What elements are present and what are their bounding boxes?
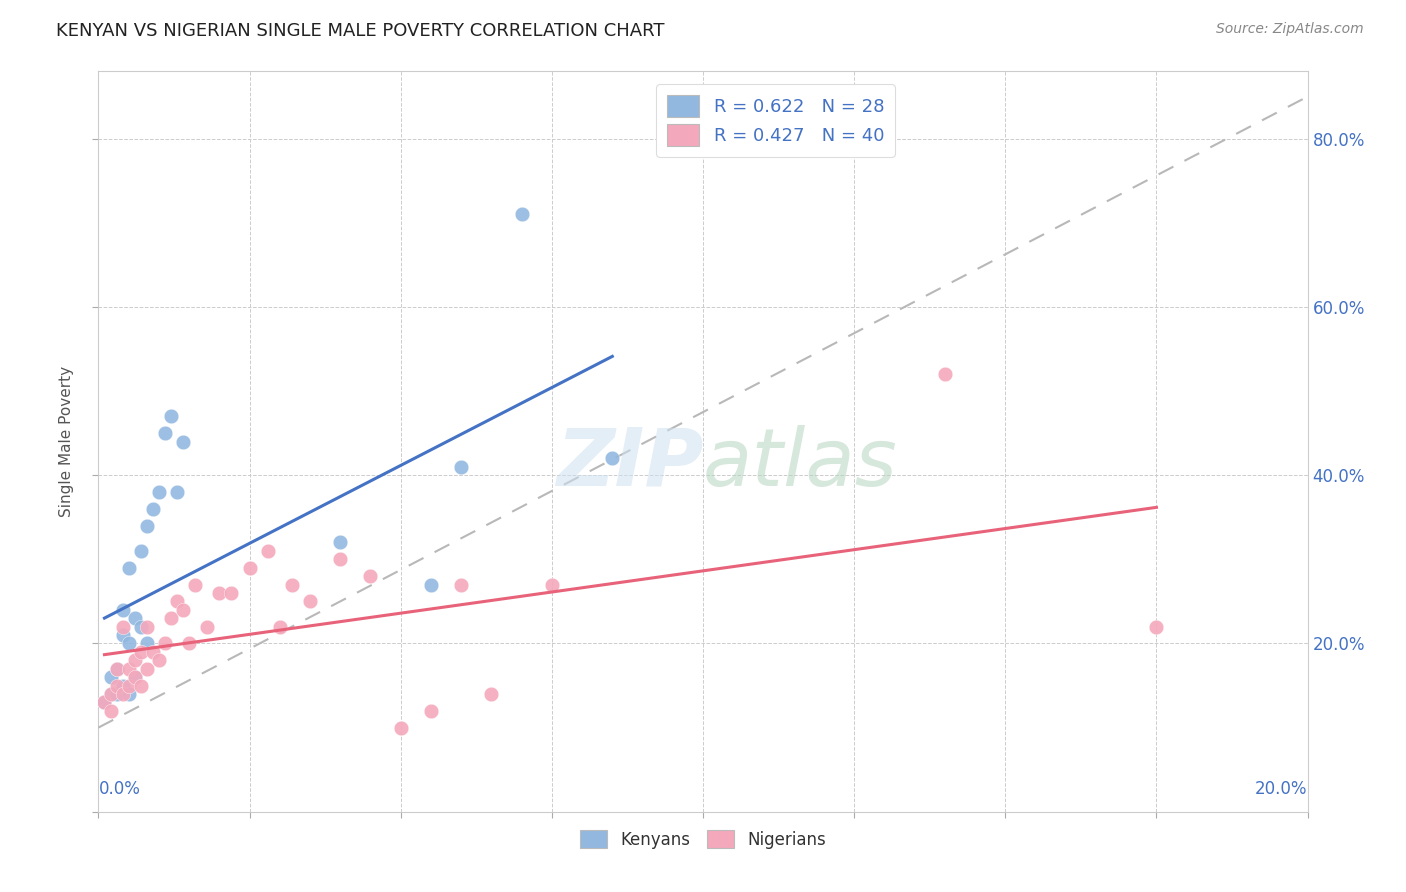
Point bbox=[281, 577, 304, 591]
Point bbox=[160, 409, 183, 424]
Point bbox=[111, 628, 134, 642]
Point bbox=[142, 501, 165, 516]
Point bbox=[195, 619, 218, 633]
Point bbox=[135, 662, 157, 676]
Point bbox=[148, 485, 170, 500]
Point bbox=[510, 207, 533, 221]
Point bbox=[256, 544, 278, 558]
Point bbox=[269, 619, 291, 633]
Point bbox=[160, 611, 183, 625]
Point bbox=[118, 560, 141, 574]
Point bbox=[166, 594, 188, 608]
Point bbox=[118, 687, 141, 701]
Point bbox=[129, 679, 152, 693]
Point bbox=[118, 636, 141, 650]
Point bbox=[105, 687, 128, 701]
Point bbox=[299, 594, 322, 608]
Point bbox=[118, 679, 141, 693]
Point bbox=[129, 645, 152, 659]
Point bbox=[540, 577, 562, 591]
Point bbox=[124, 670, 146, 684]
Point bbox=[1144, 619, 1167, 633]
Point bbox=[148, 653, 170, 667]
Point bbox=[221, 586, 243, 600]
Point bbox=[450, 577, 472, 591]
Point bbox=[208, 586, 231, 600]
Point bbox=[184, 577, 207, 591]
Point bbox=[111, 619, 134, 633]
Text: Source: ZipAtlas.com: Source: ZipAtlas.com bbox=[1216, 22, 1364, 37]
Point bbox=[93, 695, 115, 709]
Point bbox=[329, 552, 352, 566]
Point bbox=[111, 603, 134, 617]
Point bbox=[129, 544, 152, 558]
Point bbox=[135, 636, 157, 650]
Point bbox=[420, 704, 443, 718]
Point bbox=[934, 368, 956, 382]
Point bbox=[135, 518, 157, 533]
Point bbox=[153, 636, 176, 650]
Point bbox=[172, 603, 194, 617]
Point bbox=[179, 636, 201, 650]
Point bbox=[239, 560, 262, 574]
Point bbox=[142, 645, 165, 659]
Point bbox=[420, 577, 443, 591]
Point bbox=[172, 434, 194, 449]
Text: ZIP: ZIP bbox=[555, 425, 703, 503]
Point bbox=[153, 426, 176, 441]
Point bbox=[100, 704, 122, 718]
Point bbox=[124, 670, 146, 684]
Point bbox=[100, 687, 122, 701]
Point bbox=[118, 662, 141, 676]
Y-axis label: Single Male Poverty: Single Male Poverty bbox=[59, 366, 75, 517]
Point bbox=[105, 662, 128, 676]
Point bbox=[450, 459, 472, 474]
Point bbox=[329, 535, 352, 549]
Text: KENYAN VS NIGERIAN SINGLE MALE POVERTY CORRELATION CHART: KENYAN VS NIGERIAN SINGLE MALE POVERTY C… bbox=[56, 22, 665, 40]
Point bbox=[111, 679, 134, 693]
Point bbox=[602, 451, 624, 466]
Point bbox=[481, 687, 503, 701]
Point bbox=[105, 679, 128, 693]
Text: 0.0%: 0.0% bbox=[98, 780, 141, 797]
Point bbox=[93, 695, 115, 709]
Point bbox=[360, 569, 382, 583]
Point bbox=[389, 721, 412, 735]
Text: atlas: atlas bbox=[703, 425, 898, 503]
Point bbox=[105, 662, 128, 676]
Point bbox=[124, 611, 146, 625]
Point bbox=[111, 687, 134, 701]
Point bbox=[166, 485, 188, 500]
Point bbox=[100, 687, 122, 701]
Text: 20.0%: 20.0% bbox=[1256, 780, 1308, 797]
Point bbox=[100, 670, 122, 684]
Legend: Kenyans, Nigerians: Kenyans, Nigerians bbox=[574, 823, 832, 855]
Point bbox=[135, 619, 157, 633]
Point bbox=[129, 619, 152, 633]
Point bbox=[124, 653, 146, 667]
